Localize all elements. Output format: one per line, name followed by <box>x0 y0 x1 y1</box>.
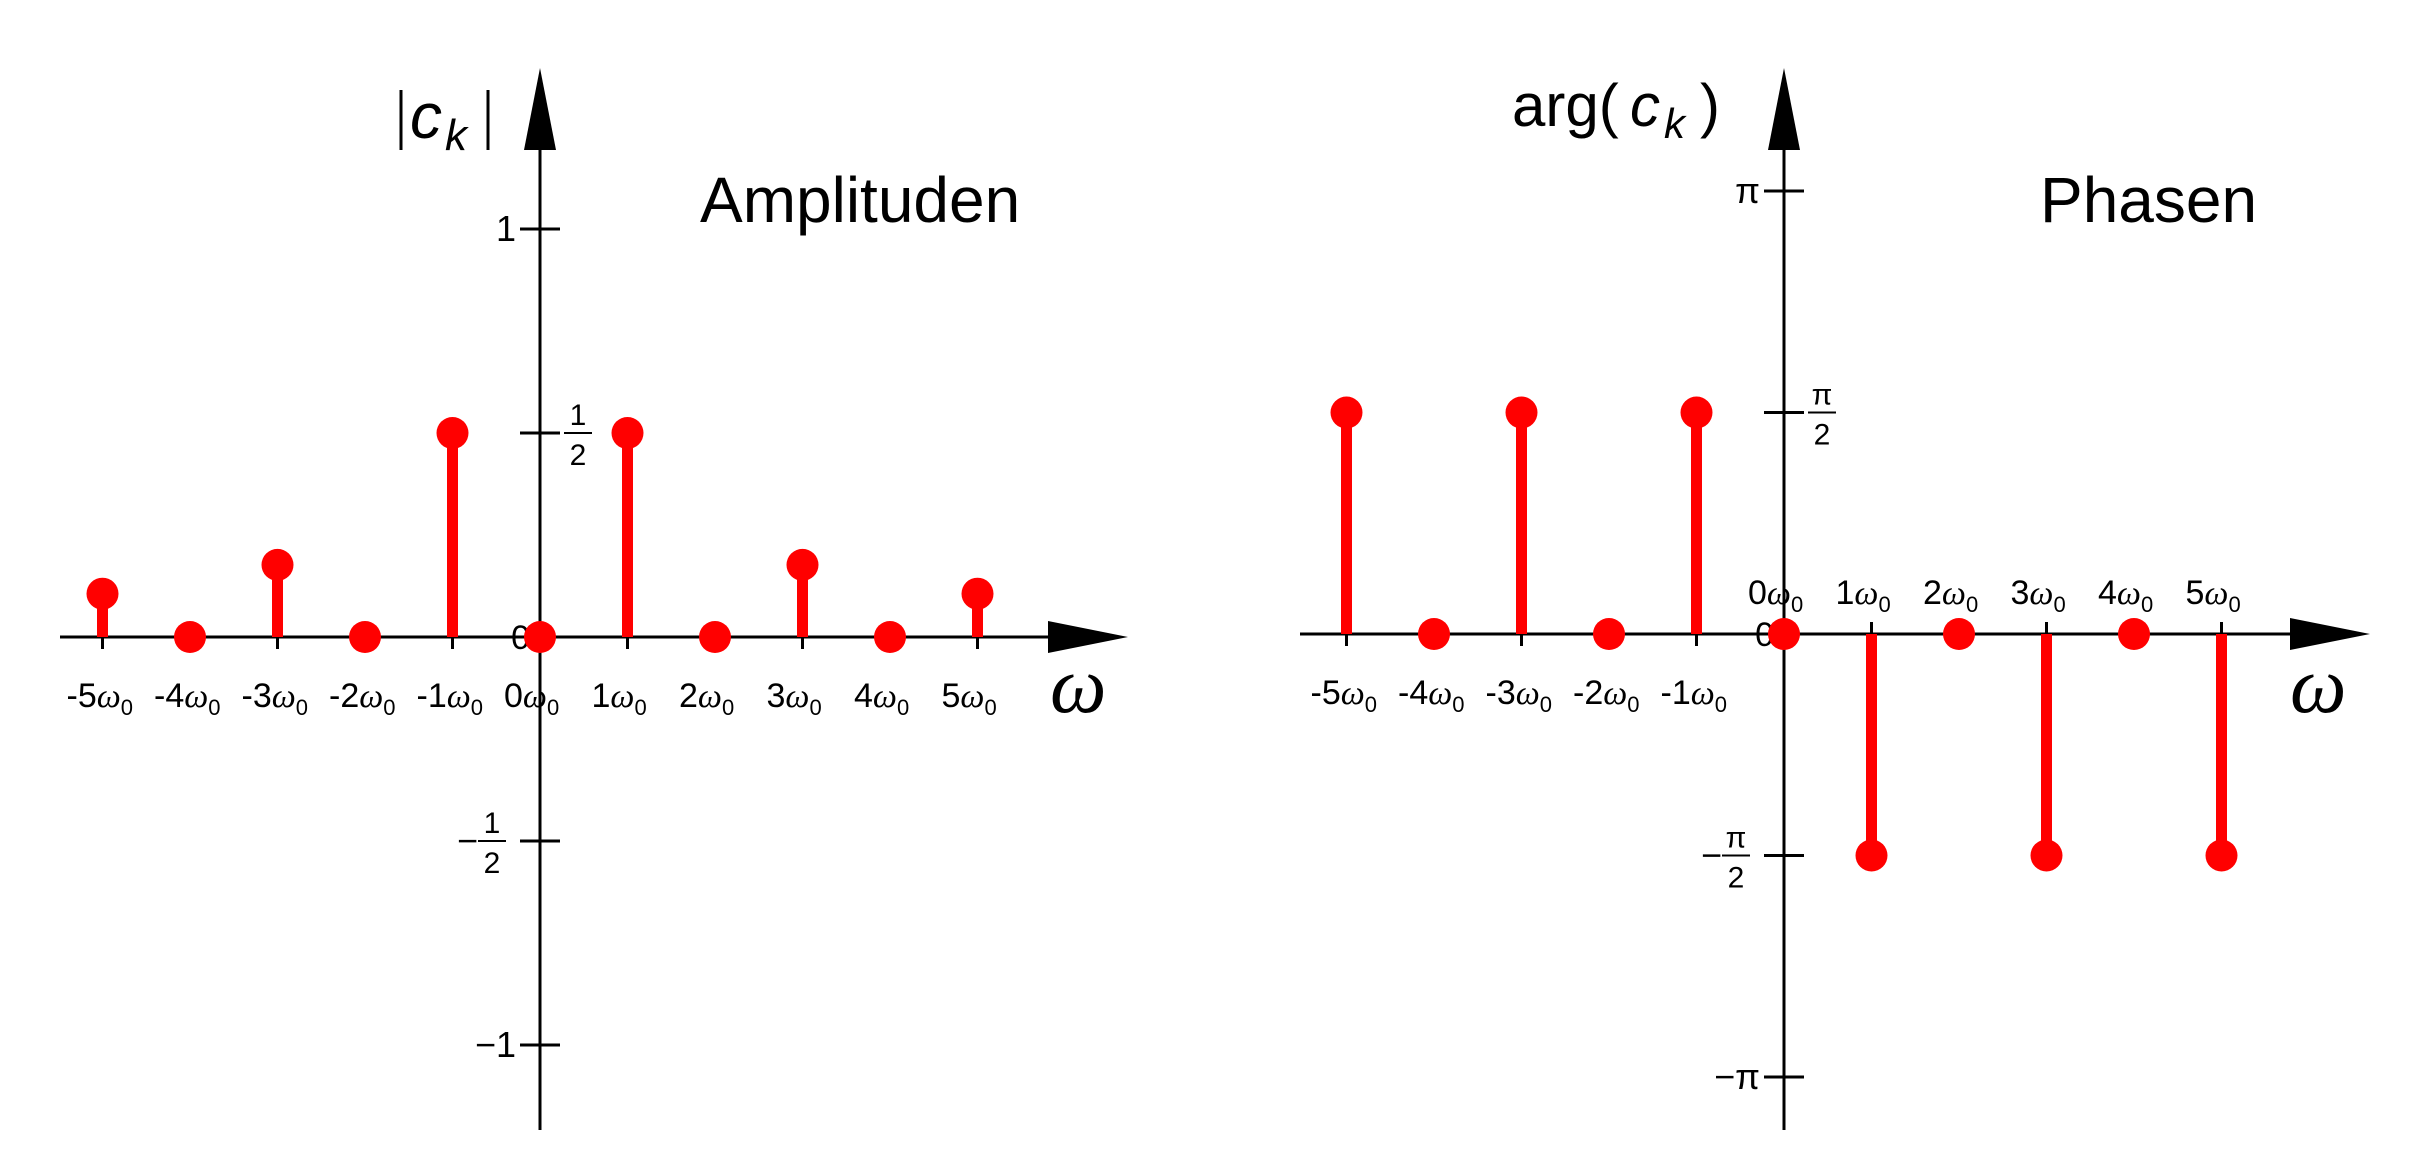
y-tick-label-den: 2 <box>1728 861 1745 894</box>
stem-marker <box>524 621 556 653</box>
x-tick-label: -1ω0 <box>1661 674 1728 717</box>
stem-marker <box>611 417 644 449</box>
x-tick-label: 4ω0 <box>854 677 909 720</box>
stem-marker <box>1855 839 1888 872</box>
y-axis-arrow <box>1768 68 1800 150</box>
stem-marker <box>1768 618 1800 650</box>
y-tick-label-num: π <box>1726 821 1747 854</box>
phase-ylabel-prefix: arg( <box>1512 72 1619 139</box>
stem-marker <box>1418 618 1450 650</box>
y-tick-label: π <box>1735 170 1760 211</box>
x-axis-arrow <box>2290 618 2370 650</box>
x-tick-label: 5ω0 <box>942 677 997 720</box>
stem-marker <box>874 621 906 653</box>
phase-stems <box>1330 396 2238 872</box>
stem-marker <box>1680 396 1713 429</box>
amplitude-ylabel-base: c <box>410 80 442 152</box>
y-tick-label: 1 <box>496 208 516 249</box>
phase-xlabel: ω <box>2290 642 2346 730</box>
y-tick-label: 0 <box>1755 616 1774 654</box>
stem-marker <box>261 548 294 581</box>
x-tick-label: -3ω0 <box>1486 674 1553 717</box>
x-tick-label: 4ω0 <box>2098 574 2153 617</box>
y-axis-arrow <box>524 68 556 150</box>
y-tick-label-sign: − <box>1701 834 1722 875</box>
x-tick-label: 0ω0 <box>504 677 559 720</box>
x-tick-label: 1ω0 <box>592 677 647 720</box>
stem-marker <box>1593 618 1625 650</box>
x-tick-label: -5ω0 <box>1311 674 1378 717</box>
stem-marker <box>2030 839 2063 872</box>
y-tick-label-num: π <box>1812 379 1833 412</box>
x-tick-label: -1ω0 <box>417 677 484 720</box>
phase-title: Phasen <box>2040 164 2257 236</box>
x-tick-label: -2ω0 <box>1573 674 1640 717</box>
amplitude-title: Amplituden <box>700 164 1020 236</box>
y-tick-label: 0 <box>511 619 530 657</box>
y-tick-label-den: 2 <box>484 847 501 880</box>
stem-marker <box>1330 396 1363 429</box>
x-tick-label: -4ω0 <box>1398 674 1465 717</box>
stem-marker <box>961 577 994 610</box>
phase-ylabel-base: c <box>1630 72 1660 139</box>
x-tick-label: 2ω0 <box>1923 574 1978 617</box>
x-tick-label: -4ω0 <box>154 677 221 720</box>
amplitude-ylabel-sub: k <box>445 111 469 160</box>
y-tick-label: −π <box>1714 1056 1760 1097</box>
stem-marker <box>86 577 119 610</box>
stem-marker <box>436 417 469 449</box>
phase-ylabel: arg( c k ) <box>1512 72 1720 147</box>
stem-marker <box>2205 839 2238 872</box>
x-tick-label: -3ω0 <box>242 677 309 720</box>
amplitude-stems <box>86 417 994 653</box>
y-tick-label-num: 1 <box>484 807 501 840</box>
x-tick-label: -2ω0 <box>329 677 396 720</box>
stem-marker <box>2118 618 2150 650</box>
x-tick-label: 5ω0 <box>2186 574 2241 617</box>
x-tick-label: 3ω0 <box>2011 574 2066 617</box>
stem-marker <box>1505 396 1538 429</box>
x-tick-label: 0ω0 <box>1748 574 1803 617</box>
y-tick-label-sign: − <box>457 820 478 861</box>
y-tick-label: −1 <box>475 1024 516 1065</box>
stem-marker <box>699 621 731 653</box>
y-tick-label-num: 1 <box>570 399 587 432</box>
stem-marker <box>174 621 206 653</box>
x-tick-label: 3ω0 <box>767 677 822 720</box>
y-tick-label-den: 2 <box>1814 419 1831 452</box>
phase-ylabel-suffix: ) <box>1700 72 1720 139</box>
x-axis-arrow <box>1048 621 1128 653</box>
phase-ylabel-sub: k <box>1664 100 1687 147</box>
amplitude-ylabel: c k <box>399 80 490 160</box>
stem-marker <box>349 621 381 653</box>
x-tick-label: 2ω0 <box>679 677 734 720</box>
y-tick-label-den: 2 <box>570 439 587 472</box>
amplitude-xlabel: ω <box>1050 642 1106 730</box>
stem-marker <box>786 548 819 581</box>
x-tick-label: -5ω0 <box>67 677 134 720</box>
stem-marker <box>1943 618 1975 650</box>
x-tick-label: 1ω0 <box>1836 574 1891 617</box>
